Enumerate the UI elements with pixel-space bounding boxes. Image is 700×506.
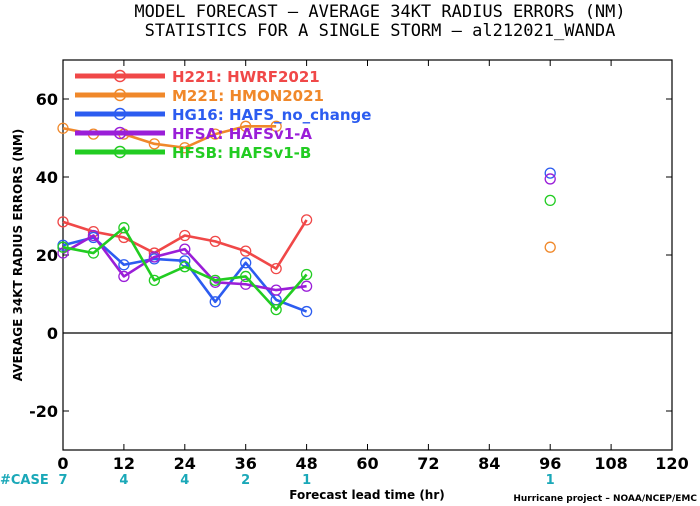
data-point [179, 229, 191, 242]
data-point [544, 194, 556, 207]
x-axis-ticks: 0 12 24 36 48 60 72 84 96 108 120 [57, 60, 689, 473]
data-point [300, 214, 313, 226]
legend-label: HFSA: HAFSv1-A [172, 125, 312, 143]
data-point [209, 128, 221, 140]
legend-swatch-marker [113, 88, 127, 102]
legend-label: HG16: HAFS_no_change [172, 106, 371, 124]
chart-title: MODEL FORECAST – AVERAGE 34KT RADIUS ERR… [134, 2, 625, 22]
y-tick-label: -20 [29, 402, 58, 421]
case-count: 7 [58, 473, 67, 488]
x-tick-label: 36 [235, 454, 257, 473]
series-line [62, 226, 308, 311]
data-point [87, 247, 100, 259]
data-point [270, 284, 282, 296]
data-point [148, 138, 161, 150]
legend-swatch-marker [113, 145, 127, 159]
data-point [300, 268, 313, 281]
case-count: 4 [119, 473, 128, 488]
data-point [57, 216, 69, 228]
data-point [544, 241, 556, 253]
y-tick-label: 0 [47, 324, 58, 343]
y-tick-label: 20 [36, 246, 58, 265]
x-tick-label: 72 [417, 454, 439, 473]
legend-label: H221: HWRF2021 [172, 68, 320, 86]
y-tick-label: 40 [36, 168, 58, 187]
x-tick-label: 96 [539, 454, 561, 473]
data-point [179, 261, 191, 273]
case-count: 1 [302, 473, 311, 488]
series-3 [57, 173, 556, 296]
x-tick-label: 108 [594, 454, 627, 473]
data-point [87, 229, 100, 242]
x-tick-label: 60 [356, 454, 378, 473]
case-count: 4 [180, 473, 189, 488]
legend-label: M221: HMON2021 [172, 87, 324, 105]
data-point [57, 241, 69, 253]
y-axis-label: AVERAGE 34KT RADIUS ERRORS (NM) [11, 129, 25, 381]
data-point [148, 274, 161, 287]
data-point [240, 120, 252, 132]
x-tick-label: 12 [113, 454, 135, 473]
y-tick-label: 60 [36, 90, 58, 109]
case-count: 2 [241, 473, 250, 488]
data-point [240, 245, 252, 257]
series-line [62, 219, 308, 270]
data-point [209, 296, 221, 308]
data-point [57, 122, 69, 134]
data-point [240, 257, 252, 269]
data-point [300, 280, 313, 292]
credit-text: Hurricane project – NOAA/NCEP/EMC [513, 494, 697, 504]
case-label: #CASE [0, 473, 49, 488]
x-tick-label: 24 [174, 454, 196, 473]
series-line [62, 234, 307, 292]
x-axis-label: Forecast lead time (hr) [289, 488, 445, 502]
data-point [118, 222, 130, 234]
x-tick-label: 48 [295, 454, 317, 473]
data-point [544, 173, 556, 185]
data-point [240, 278, 252, 290]
data-point [118, 259, 130, 271]
data-point [209, 235, 221, 248]
legend-swatch-marker [113, 69, 127, 83]
data-point [544, 167, 556, 179]
legend-swatch-marker [113, 126, 127, 140]
data-point [209, 274, 221, 287]
data-point [240, 270, 252, 283]
data-point [118, 270, 130, 283]
legend-swatch-marker [113, 107, 127, 121]
series-4 [57, 194, 556, 316]
data-point [179, 142, 191, 154]
case-counts: #CASE 7 4 4 2 1 1 [0, 473, 555, 488]
y-axis-ticks: -20 0 20 40 60 [29, 90, 672, 421]
chart-subtitle: STATISTICS FOR A SINGLE STORM – al212021… [145, 21, 616, 41]
data-point [148, 251, 161, 263]
x-tick-label: 84 [478, 454, 500, 473]
data-point [300, 305, 313, 318]
data-point [270, 262, 282, 275]
x-tick-label: 0 [57, 454, 68, 473]
data-point [270, 303, 282, 316]
data-point [179, 243, 191, 255]
x-tick-label: 120 [655, 454, 688, 473]
legend-label: HFSB: HAFSv1-B [172, 144, 311, 162]
data-point [270, 120, 282, 132]
case-count: 1 [546, 473, 555, 488]
